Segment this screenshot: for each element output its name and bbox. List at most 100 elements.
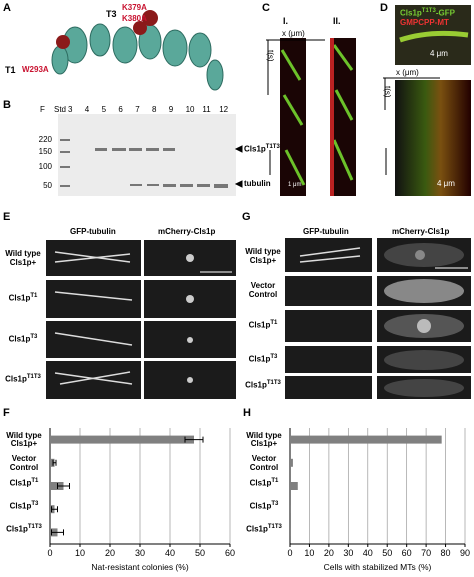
category-label: Cls1pT3 — [0, 501, 48, 511]
x-tick-label: 30 — [135, 548, 145, 558]
label-text: Wild type Cls1p+ — [245, 247, 281, 265]
x-tick-label: 60 — [225, 548, 235, 558]
column-header: GFP-tubulin — [70, 227, 116, 236]
column-header: mCherry-Cls1p — [392, 227, 450, 236]
lane-label: Std — [54, 105, 67, 114]
label-text: Wild type Cls1p+ — [246, 430, 282, 449]
bar — [290, 505, 291, 514]
error-bar — [52, 459, 57, 466]
label-text: Cls1p — [5, 374, 27, 384]
mutation-site — [142, 10, 158, 26]
protein-label: Cls1pT1T3-GFP — [400, 8, 455, 18]
label-text: Cls1p — [6, 525, 28, 535]
marker-label: 220 — [38, 135, 52, 144]
x-tick-label: 50 — [382, 548, 392, 558]
bar — [50, 435, 194, 444]
panel-label: E — [3, 211, 11, 223]
mutation-site — [56, 35, 70, 49]
panel-label: H — [243, 407, 251, 419]
row-label: Cls1pT1T3 — [0, 374, 46, 384]
axis-label: t(s) — [383, 86, 392, 98]
bar — [50, 458, 55, 467]
category-label: Cls1pT1 — [0, 478, 48, 488]
label-text: Cls1p — [9, 478, 32, 488]
mutation-site — [133, 21, 147, 35]
x-tick-label: 60 — [402, 548, 412, 558]
sub-label: I. — [283, 16, 289, 26]
cls1p-signal — [186, 254, 194, 383]
row-label: Cls1pT1 — [0, 293, 46, 303]
label-text: Vector Control — [9, 453, 39, 472]
bar — [50, 482, 64, 490]
lane-label: 12 — [219, 105, 229, 114]
bar — [290, 435, 442, 444]
lane-label: 5 — [101, 105, 107, 114]
category-label: Wild type Cls1p+ — [0, 431, 48, 450]
x-tick-label: 70 — [421, 548, 431, 558]
row-label: Wild type Cls1p+ — [240, 247, 286, 266]
marker-label: 50 — [43, 181, 52, 190]
row-label: Cls1pT1T3 — [240, 380, 286, 390]
x-tick-label: 20 — [324, 548, 334, 558]
group-label: T1 — [5, 65, 16, 75]
lane-label: 8 — [152, 105, 157, 114]
lane-label: F — [40, 105, 45, 114]
protein-structure — [51, 23, 224, 91]
x-axis-label: Nat-resistant colonies (%) — [91, 562, 188, 572]
x-axis-label: Cells with stabilized MTs (%) — [324, 562, 432, 572]
mt-label: GMPCPP-MT — [400, 18, 449, 27]
label-sup: T1T3 — [265, 144, 280, 150]
panel-label: B — [3, 99, 11, 111]
axis-arrows — [266, 39, 440, 175]
lane-label: 11 — [202, 105, 211, 114]
row-label: Cls1pT3 — [0, 334, 46, 344]
label-text: Cls1p — [244, 144, 266, 154]
label-sup: T1T3 — [27, 524, 42, 531]
mt-signal — [54, 251, 133, 385]
label-text: Vector Control — [248, 281, 278, 299]
label-sup: T1T3 — [266, 380, 281, 386]
row-label: Cls1pT3 — [240, 354, 286, 364]
label-part: Cls1p — [400, 8, 422, 18]
label-sup: T1T3 — [267, 524, 282, 531]
category-label: Wild type Cls1p+ — [240, 430, 288, 450]
kymograph — [395, 80, 471, 196]
category-label: Cls1pT3 — [240, 501, 288, 511]
label-text: Cls1p — [249, 478, 272, 488]
kymo-tracks — [280, 44, 354, 186]
x-tick-label: 90 — [460, 548, 470, 558]
label-text: Cls1p — [248, 354, 271, 364]
row-label: Vector Control — [240, 281, 286, 300]
label-text: Cls1p — [8, 293, 31, 303]
label-text: Cls1p — [246, 525, 268, 535]
row-label: Wild type Cls1p+ — [0, 249, 46, 268]
band-label: Cls1pT1T3 — [244, 144, 284, 154]
label-part: -GFP — [435, 8, 455, 18]
label-sup: T3 — [271, 501, 279, 508]
error-bar — [51, 506, 58, 513]
panel-label: D — [380, 2, 388, 14]
gel — [58, 114, 236, 196]
x-tick-label: 40 — [363, 548, 373, 558]
band-arrows — [234, 145, 243, 188]
x-tick-label: 10 — [75, 548, 85, 558]
panel-label: A — [3, 2, 11, 14]
x-tick-label: 30 — [343, 548, 353, 558]
label-text: Cls1p — [248, 320, 271, 330]
label-text: Cls1p — [8, 334, 31, 344]
label-sup: T3 — [31, 501, 39, 508]
label-sup: T1 — [30, 293, 38, 299]
label-sup: T3 — [270, 354, 278, 360]
category-label: Cls1pT1T3 — [0, 524, 48, 534]
error-bar — [57, 483, 70, 489]
x-tick-label: 0 — [47, 548, 52, 558]
category-label: Vector Control — [0, 453, 48, 473]
bar — [290, 528, 291, 537]
error-bar — [51, 529, 64, 536]
lane-label: 4 — [84, 105, 90, 114]
band-label: tubulin — [244, 179, 284, 189]
x-tick-label: 10 — [304, 548, 314, 558]
mutation-label: K380A — [122, 14, 147, 23]
panel-label: G — [242, 211, 251, 223]
panel-label: F — [3, 407, 10, 419]
